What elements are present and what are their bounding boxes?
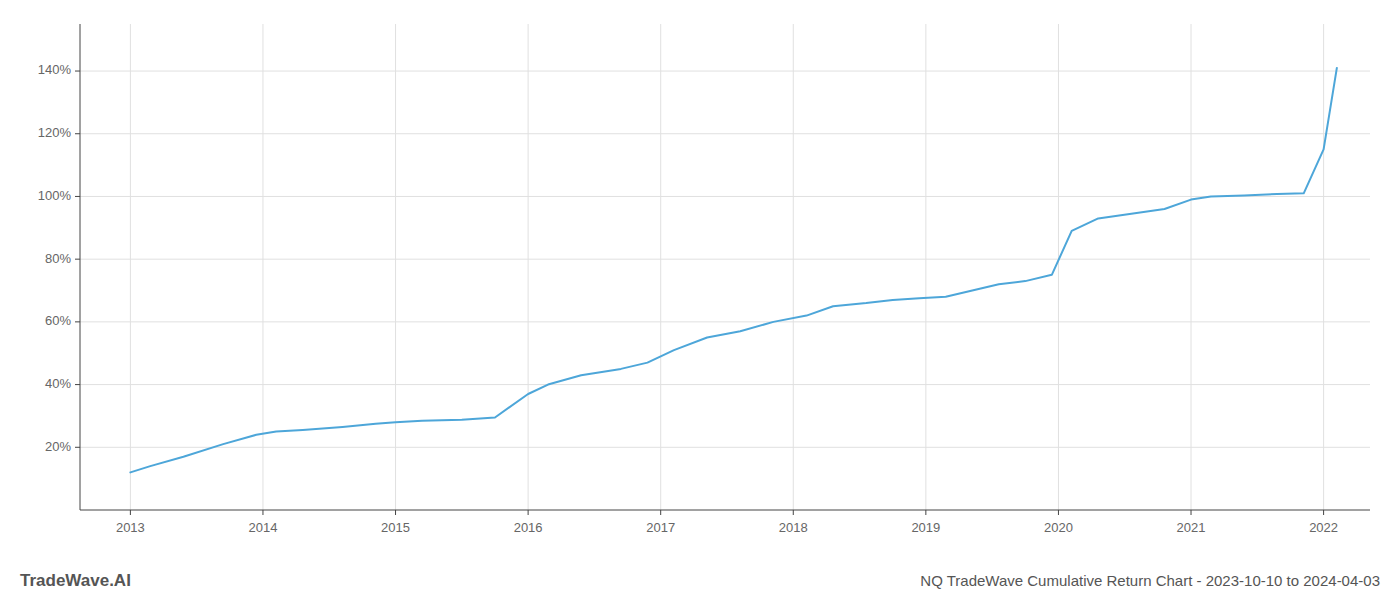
tick-x: [528, 510, 529, 515]
tick-y: [75, 259, 80, 260]
plot-area: [130, 68, 1336, 472]
tick-label-x: 2019: [911, 520, 940, 535]
axis-y: [80, 24, 81, 510]
tick-label-x: 2018: [779, 520, 808, 535]
tick-x: [660, 510, 661, 515]
tick-label-y: 60%: [45, 313, 71, 328]
tick-label-y: 20%: [45, 439, 71, 454]
tick-label-x: 2013: [116, 520, 145, 535]
tick-x: [130, 510, 131, 515]
tick-label-y: 120%: [38, 125, 72, 140]
grid-line-x: [528, 24, 529, 510]
tick-x: [793, 510, 794, 515]
grid-line-y: [80, 447, 1370, 448]
grid-line-x: [1323, 24, 1324, 510]
axes: 20% 40% 60% 80% 100% 120% 140% 2013 2014 2015 2016…: [38, 24, 1370, 535]
tick-x: [1191, 510, 1192, 515]
grid-line-y: [80, 384, 1370, 385]
watermark: TradeWave.AI: [20, 571, 131, 590]
grid-line-x: [793, 24, 794, 510]
grid-line-x: [262, 24, 263, 510]
grid-line-x: [130, 24, 131, 510]
tick-x: [1058, 510, 1059, 515]
title: NQ TradeWave Cumulative Return Chart - 2…: [920, 572, 1380, 589]
texts: NQ TradeWave Cumulative Return Chart - 2…: [20, 571, 1380, 590]
tick-x: [1323, 510, 1324, 515]
grid-line-x: [1191, 24, 1192, 510]
tick-y: [75, 71, 80, 72]
tick-x: [925, 510, 926, 515]
tick-y: [75, 384, 80, 385]
tick-label-x: 2021: [1177, 520, 1206, 535]
tick-x: [395, 510, 396, 515]
grid-line-y: [80, 321, 1370, 322]
grid-line-x: [925, 24, 926, 510]
tick-label-y: 140%: [38, 62, 72, 77]
grid-line-x: [1058, 24, 1059, 510]
tick-x: [262, 510, 263, 515]
tick-y: [75, 133, 80, 134]
axis-x: [80, 510, 1370, 511]
grid-line-x: [660, 24, 661, 510]
tick-label-x: 2015: [381, 520, 410, 535]
tick-y: [75, 196, 80, 197]
grid: [80, 24, 1370, 510]
line: [130, 68, 1336, 472]
grid-line-y: [80, 71, 1370, 72]
tick-label-x: 2017: [646, 520, 675, 535]
tick-label-y: 40%: [45, 376, 71, 391]
grid-line-y: [80, 259, 1370, 260]
tick-label-x: 2020: [1044, 520, 1073, 535]
tick-y: [75, 321, 80, 322]
tick-label-x: 2016: [514, 520, 543, 535]
grid-line-x: [395, 24, 396, 510]
grid-line-y: [80, 196, 1370, 197]
chart: 20% 40% 60% 80% 100% 120% 140% 2013 2014 2015 2016…: [0, 0, 1400, 600]
tick-label-y: 80%: [45, 251, 71, 266]
tick-y: [75, 447, 80, 448]
tick-label-y: 100%: [38, 188, 72, 203]
tick-label-x: 2022: [1309, 520, 1338, 535]
tick-label-x: 2014: [248, 520, 277, 535]
grid-line-y: [80, 133, 1370, 134]
